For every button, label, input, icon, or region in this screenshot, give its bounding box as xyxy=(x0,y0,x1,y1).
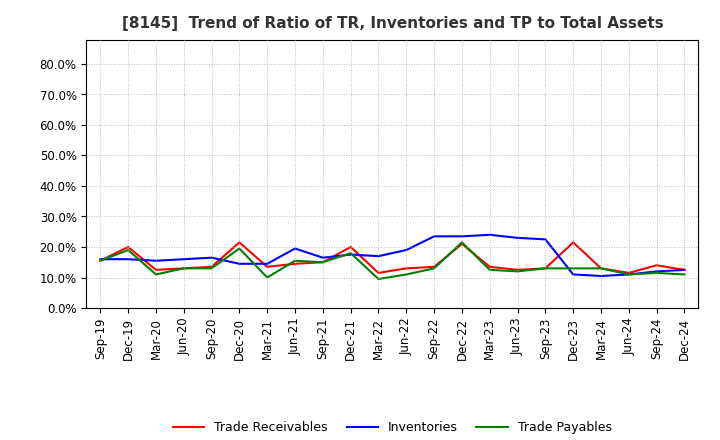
Trade Receivables xyxy=(291,261,300,266)
Trade Receivables xyxy=(152,267,161,272)
Inventories xyxy=(346,252,355,257)
Trade Receivables xyxy=(207,264,216,269)
Trade Receivables xyxy=(485,264,494,269)
Line: Trade Payables: Trade Payables xyxy=(100,242,685,279)
Trade Payables xyxy=(458,240,467,245)
Inventories xyxy=(569,272,577,277)
Trade Payables xyxy=(207,266,216,271)
Trade Payables xyxy=(597,266,606,271)
Trade Receivables xyxy=(430,264,438,269)
Inventories xyxy=(96,257,104,262)
Inventories xyxy=(402,247,410,253)
Inventories xyxy=(513,235,522,241)
Trade Receivables xyxy=(124,244,132,249)
Trade Receivables xyxy=(402,266,410,271)
Trade Receivables xyxy=(96,258,104,264)
Trade Payables xyxy=(430,266,438,271)
Inventories xyxy=(263,261,271,266)
Legend: Trade Receivables, Inventories, Trade Payables: Trade Receivables, Inventories, Trade Pa… xyxy=(168,416,617,439)
Title: [8145]  Trend of Ratio of TR, Inventories and TP to Total Assets: [8145] Trend of Ratio of TR, Inventories… xyxy=(122,16,663,32)
Inventories xyxy=(458,234,467,239)
Trade Payables xyxy=(485,267,494,272)
Trade Payables xyxy=(96,258,104,264)
Inventories xyxy=(291,246,300,251)
Inventories xyxy=(680,267,689,272)
Trade Receivables xyxy=(458,241,467,246)
Inventories xyxy=(235,261,243,266)
Inventories xyxy=(374,253,383,259)
Inventories xyxy=(597,273,606,279)
Trade Payables xyxy=(235,246,243,251)
Trade Payables xyxy=(680,272,689,277)
Trade Payables xyxy=(263,275,271,280)
Trade Receivables xyxy=(179,266,188,271)
Trade Receivables xyxy=(235,240,243,245)
Inventories xyxy=(430,234,438,239)
Trade Receivables xyxy=(346,244,355,249)
Line: Inventories: Inventories xyxy=(100,235,685,276)
Inventories xyxy=(652,269,661,274)
Trade Receivables xyxy=(652,263,661,268)
Inventories xyxy=(624,272,633,277)
Trade Receivables xyxy=(597,266,606,271)
Inventories xyxy=(207,255,216,260)
Trade Payables xyxy=(318,260,327,265)
Trade Payables xyxy=(541,266,550,271)
Inventories xyxy=(124,257,132,262)
Trade Payables xyxy=(569,266,577,271)
Trade Payables xyxy=(291,258,300,264)
Trade Receivables xyxy=(569,240,577,245)
Trade Payables xyxy=(374,276,383,282)
Trade Receivables xyxy=(374,270,383,275)
Trade Payables xyxy=(152,272,161,277)
Trade Payables xyxy=(346,250,355,256)
Inventories xyxy=(541,237,550,242)
Trade Receivables xyxy=(541,266,550,271)
Trade Receivables xyxy=(263,264,271,269)
Trade Payables xyxy=(624,272,633,277)
Trade Payables xyxy=(652,270,661,275)
Trade Receivables xyxy=(513,267,522,272)
Inventories xyxy=(318,255,327,260)
Trade Payables xyxy=(402,272,410,277)
Inventories xyxy=(485,232,494,238)
Inventories xyxy=(179,257,188,262)
Trade Receivables xyxy=(318,260,327,265)
Trade Payables xyxy=(124,247,132,253)
Trade Payables xyxy=(179,266,188,271)
Line: Trade Receivables: Trade Receivables xyxy=(100,242,685,273)
Trade Payables xyxy=(513,269,522,274)
Inventories xyxy=(152,258,161,264)
Trade Receivables xyxy=(680,267,689,272)
Trade Receivables xyxy=(624,270,633,275)
